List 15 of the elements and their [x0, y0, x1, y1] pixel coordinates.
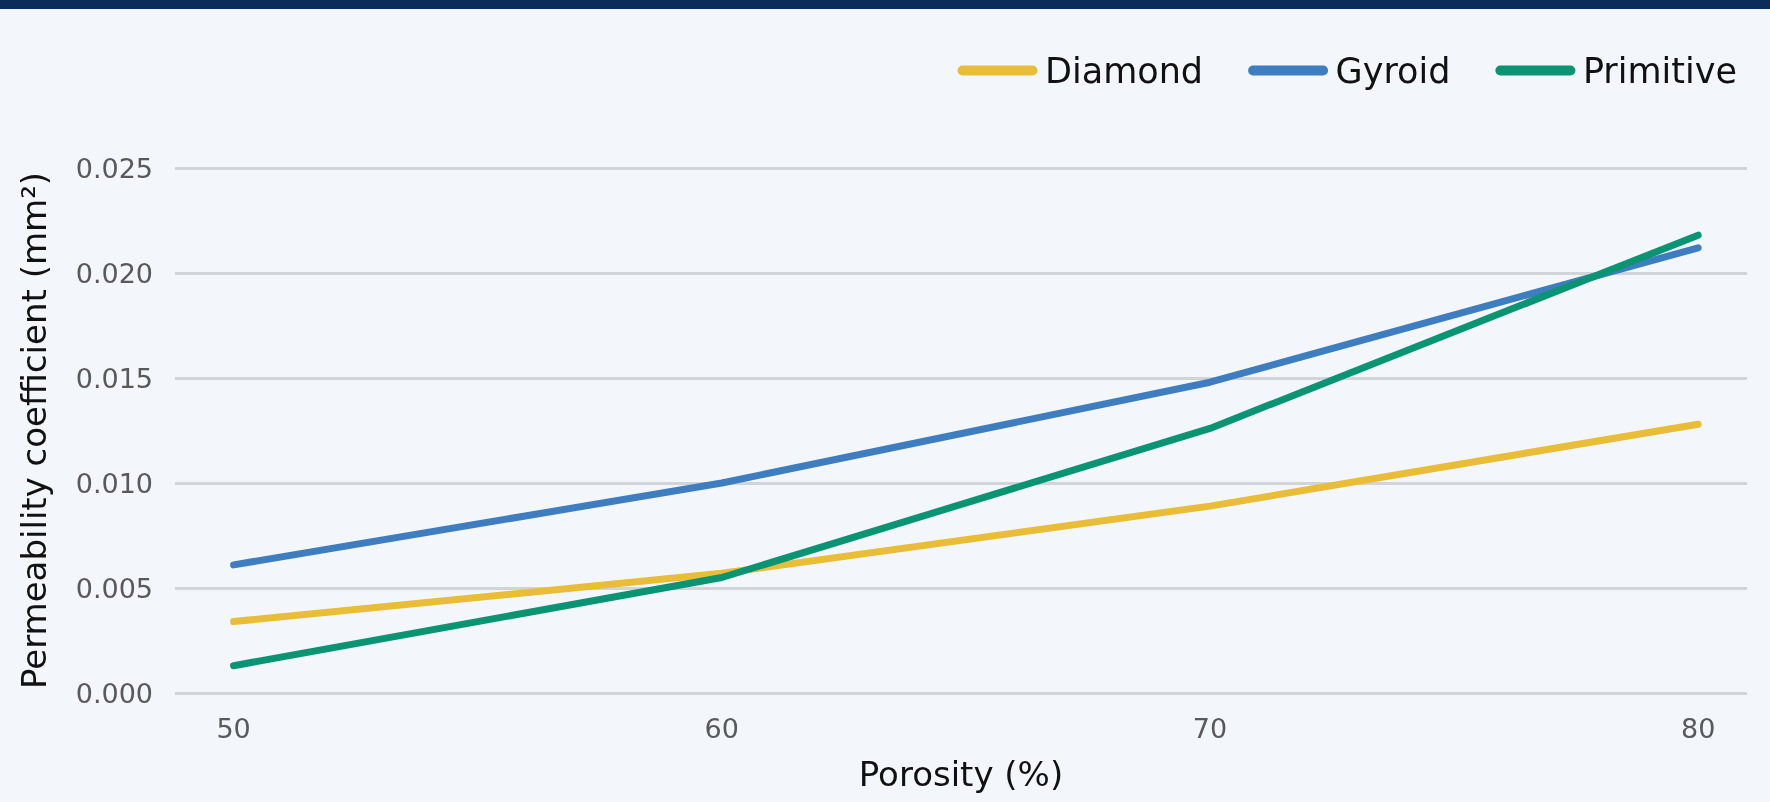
y-tick-label: 0.005 — [75, 572, 153, 604]
y-tick-label: 0.020 — [75, 257, 153, 289]
x-tick-label: 80 — [1681, 713, 1716, 744]
legend-label: Gyroid — [1335, 50, 1451, 91]
y-tick-label: 0.000 — [75, 677, 153, 709]
y-tick-label: 0.025 — [75, 152, 153, 184]
y-tick-label: 0.015 — [75, 362, 153, 394]
x-axis-title: Porosity (%) — [858, 754, 1064, 794]
x-tick-label: 50 — [216, 713, 251, 744]
legend-label: Primitive — [1582, 50, 1738, 91]
y-tick-label: 0.010 — [75, 467, 153, 499]
legend-label: Diamond — [1045, 50, 1204, 91]
y-axis-title: Permeability coefficient (mm²) — [14, 171, 54, 690]
x-tick-label: 70 — [1192, 713, 1228, 744]
x-tick-label: 60 — [704, 713, 739, 744]
